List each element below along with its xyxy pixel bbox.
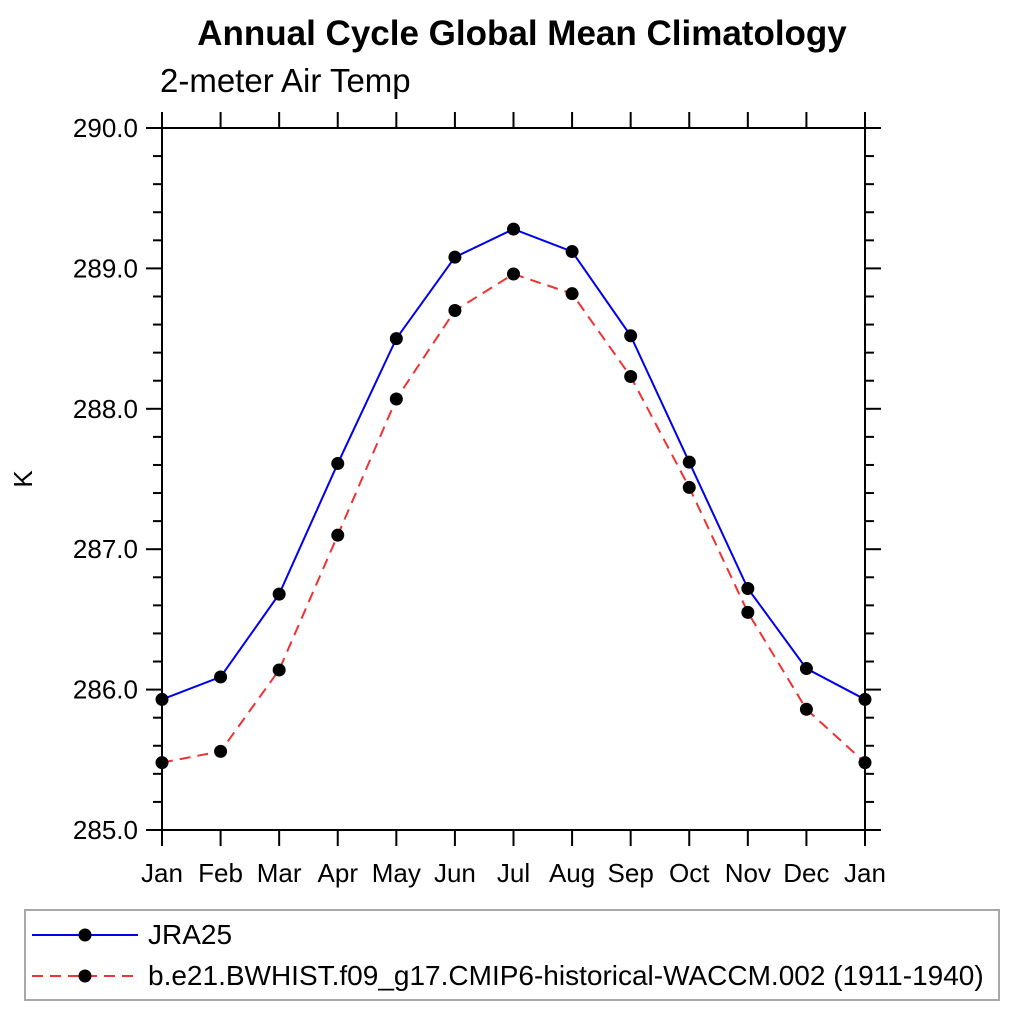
data-point	[272, 587, 286, 601]
data-point	[448, 304, 462, 318]
x-tick-label: Aug	[549, 858, 595, 888]
y-axis-tick-labels: 285.0 286.0 287.0 288.0 289.0 290.0	[73, 113, 138, 845]
x-tick-label: Nov	[725, 858, 771, 888]
legend-sample-dashed-line-icon	[32, 969, 138, 982]
data-point	[624, 370, 638, 384]
data-point	[214, 744, 228, 758]
data-point	[682, 480, 696, 494]
y-axis-unit-label: K	[8, 470, 38, 488]
series-line	[161, 228, 866, 701]
x-tick-label: Mar	[257, 858, 302, 888]
x-tick-label: May	[372, 858, 421, 888]
legend-label-waccm: b.e21.BWHIST.f09_g17.CMIP6-historical-WA…	[148, 959, 984, 991]
x-tick-label: Jul	[497, 858, 530, 888]
y-tick-label: 286.0	[73, 675, 138, 705]
data-point	[272, 663, 286, 677]
data-point	[565, 287, 579, 301]
data-point	[858, 692, 872, 706]
x-tick-label: Apr	[318, 858, 359, 888]
series-line	[161, 272, 866, 764]
y-tick-label: 290.0	[73, 113, 138, 143]
legend-label-jra25: JRA25	[148, 918, 233, 950]
data-point	[741, 582, 755, 596]
data-point	[214, 670, 228, 684]
data-point	[155, 692, 169, 706]
data-point	[799, 662, 813, 676]
data-point	[389, 392, 403, 406]
x-tick-label: Dec	[783, 858, 829, 888]
x-tick-label: Jan	[844, 858, 886, 888]
x-tick-label: Jan	[141, 858, 183, 888]
y-axis-ticks	[146, 127, 881, 831]
data-point	[858, 756, 872, 770]
data-point	[741, 605, 755, 619]
data-point	[155, 756, 169, 770]
chart-subtitle: 2-meter Air Temp	[160, 62, 411, 99]
series-waccm	[155, 267, 872, 770]
y-tick-label: 285.0	[73, 815, 138, 845]
y-tick-label: 289.0	[73, 253, 138, 283]
data-point	[507, 267, 520, 281]
chart-title: Annual Cycle Global Mean Climatology	[197, 14, 847, 53]
data-point	[624, 329, 638, 343]
data-point	[565, 245, 579, 259]
x-tick-label: Sep	[608, 858, 654, 888]
data-point	[331, 457, 345, 471]
x-axis-ticks	[161, 112, 866, 846]
x-tick-label: Jun	[434, 858, 476, 888]
data-point	[331, 528, 345, 542]
legend-row-jra25: JRA25	[30, 919, 998, 951]
legend-box: JRA25 b.e21.BWHIST.f09_g17.CMIP6-histori…	[24, 909, 1000, 1001]
data-point	[507, 222, 520, 236]
data-point	[682, 455, 696, 469]
x-tick-label: Oct	[669, 858, 710, 888]
y-tick-label: 288.0	[73, 394, 138, 424]
series-jra25	[155, 222, 872, 706]
x-tick-label: Feb	[198, 858, 243, 888]
x-axis-tick-labels: Jan Feb Mar Apr May Jun Jul Aug Sep Oct Nov Dec Jan	[141, 858, 886, 888]
legend-row-waccm: b.e21.BWHIST.f09_g17.CMIP6-historical-WA…	[30, 960, 998, 992]
y-tick-label: 287.0	[73, 534, 138, 564]
legend-sample-solid-line-icon	[32, 928, 138, 941]
data-point	[389, 332, 403, 346]
data-point	[799, 702, 813, 716]
data-point	[448, 250, 462, 264]
